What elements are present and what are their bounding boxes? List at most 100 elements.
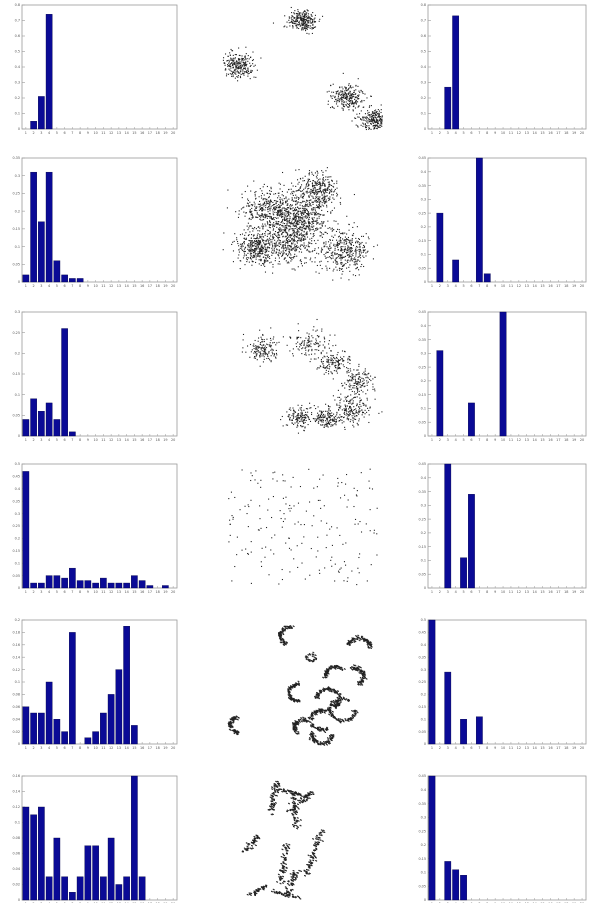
scatter-point [337,477,339,479]
scatter-point [359,403,361,406]
scatter-point [257,242,259,244]
scatter-point [314,249,316,252]
scatter-point [261,344,263,346]
scatter-point [291,199,293,201]
scatter-point [256,213,258,215]
x-tick-label: 20 [580,284,584,288]
scatter-point [292,25,294,27]
scatter-point [321,185,323,187]
scatter-point [277,211,279,213]
scatter-point [326,91,328,93]
scatter-point [319,186,321,188]
bar-chart-1-right: 00.10.20.30.40.50.60.70.81 2 3 4 5 6 7 8 9 10 11 12… [421,3,587,135]
scatter-point [277,233,279,235]
scatter-point [334,365,336,367]
scatter-point [329,334,331,336]
scatter-point [349,95,351,97]
scatter-point [241,243,243,245]
scatter-point [300,19,303,21]
scatter-point [348,375,350,377]
scatter-point [329,406,331,408]
scatter-point [327,414,329,416]
scatter-point [295,214,297,216]
scatter-point [263,183,265,185]
scatter-point [347,106,349,108]
scatter-point [258,259,260,261]
scatter-point [259,250,261,252]
scatter-point [247,244,249,246]
scatter-point [339,250,342,252]
x-tick-label: 17 [148,438,152,442]
scatter-point [298,210,300,212]
scatter-point [281,202,283,204]
scatter-point [312,186,314,188]
scatter-point [296,236,298,238]
scatter-point [231,243,233,245]
scatter-point [265,241,267,243]
scatter-point [311,222,314,224]
scatter-point [359,254,362,256]
scatter-point [259,342,262,344]
scatter-point [269,220,271,222]
scatter-point [243,240,245,243]
scatter-point [355,103,357,105]
scatter-point [267,354,269,356]
scatter-point [301,415,303,417]
scatter-point [346,233,348,235]
scatter-point [259,205,262,207]
scatter-point [337,255,339,257]
scatter-point [359,386,361,388]
scatter-point [338,416,340,418]
scatter-point [309,238,311,240]
scatter-point [319,261,321,263]
scatter-point [301,413,303,415]
scatter-point [280,213,282,215]
scatter-point [262,239,264,241]
scatter-point [296,203,298,205]
scatter-point [374,112,376,114]
scatter-point [260,249,263,251]
scatter-point [261,253,263,255]
scatter-point [227,73,230,75]
scatter-point [303,194,306,196]
scatter-point [283,184,285,186]
scatter-point [343,356,345,358]
scatter-point [253,352,255,354]
scatter-point [283,198,285,200]
scatter-point [261,350,263,352]
scatter-point [362,91,364,93]
scatter-point [322,419,324,421]
scatter-point [248,218,250,220]
scatter-point [353,102,356,104]
scatter-point [268,574,270,576]
scatter-point [291,268,293,270]
scatter-point [306,20,308,22]
bar [69,431,76,437]
scatter-point [337,364,339,366]
scatter-plot-2 [222,167,379,281]
scatter-point [297,404,299,406]
scatter-point [232,62,234,64]
scatter-point [253,234,255,236]
scatter-point [340,263,342,265]
scatter-point [232,71,234,73]
scatter-point [309,420,312,422]
scatter-point [233,69,235,71]
scatter-point [277,234,279,236]
scatter-point [318,181,320,184]
scatter-point [282,244,284,246]
scatter-point [304,217,306,219]
scatter-point [301,222,303,224]
scatter-point [316,183,318,185]
scatter-point [337,367,339,369]
scatter-point [309,190,311,192]
scatter-point [299,228,301,230]
scatter-point [251,213,253,215]
scatter-point [286,215,288,217]
scatter-point [259,353,261,355]
scatter-point [228,498,230,500]
scatter-point [301,27,303,29]
scatter-point [323,241,325,244]
scatter-point [341,96,343,98]
scatter-point [380,109,382,111]
